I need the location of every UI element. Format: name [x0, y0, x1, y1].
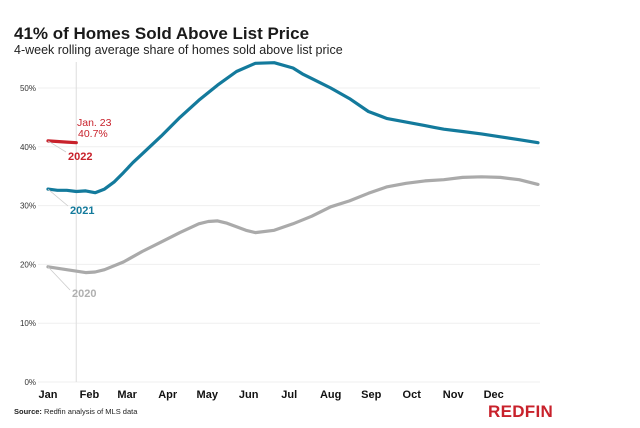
x-tick-label: Oct [403, 389, 422, 401]
series-line-2022 [46, 139, 78, 145]
leader-line-2020 [47, 266, 71, 291]
y-axis-ticks: 0% 10% 20% 30% 40% 50% [20, 84, 36, 387]
x-tick-label: Dec [484, 389, 504, 401]
chart-subtitle: 4-week rolling average share of homes so… [14, 43, 343, 57]
x-tick-label: Sep [361, 389, 381, 401]
source-label: Source: [14, 407, 42, 416]
y-tick-label: 30% [20, 202, 36, 211]
x-tick-label: Mar [117, 389, 137, 401]
x-tick-label: Feb [80, 389, 100, 401]
y-tick-label: 10% [20, 319, 36, 328]
y-tick-label: 50% [20, 84, 36, 93]
leader-line-2022 [47, 140, 67, 153]
x-axis-ticks: Jan Feb Mar Apr May Jun Jul Aug Sep Oct Nov Dec [39, 389, 504, 401]
y-tick-label: 20% [20, 260, 36, 269]
x-tick-label: Jun [239, 389, 259, 401]
annotation-date: Jan. 23 [77, 117, 112, 129]
annotation-value: 40.7% [78, 128, 108, 140]
chart-title: 41% of Homes Sold Above List Price [14, 24, 310, 43]
x-tick-label: Jan [39, 389, 58, 401]
series-label-2021: 2021 [70, 205, 94, 217]
series-line-2021 [46, 61, 540, 195]
series-label-2020: 2020 [72, 288, 96, 300]
leader-line-2021 [47, 188, 69, 207]
x-tick-label: May [197, 389, 219, 401]
source-text: Redfin analysis of MLS data [41, 407, 138, 416]
redfin-logo: REDFIN [488, 402, 554, 421]
x-tick-label: Nov [443, 389, 465, 401]
series-label-2022: 2022 [68, 151, 92, 163]
series-lines [46, 61, 540, 275]
source-note: Source: Redfin analysis of MLS data [14, 407, 137, 416]
series-labels: 2020 2021 2022 Jan. 23 40.7% [47, 117, 112, 300]
y-tick-label: 40% [20, 143, 36, 152]
y-tick-label: 0% [24, 378, 36, 387]
x-tick-label: Apr [158, 389, 178, 401]
series-line-2020 [46, 175, 540, 275]
x-tick-label: Aug [320, 389, 341, 401]
x-tick-label: Jul [281, 389, 297, 401]
